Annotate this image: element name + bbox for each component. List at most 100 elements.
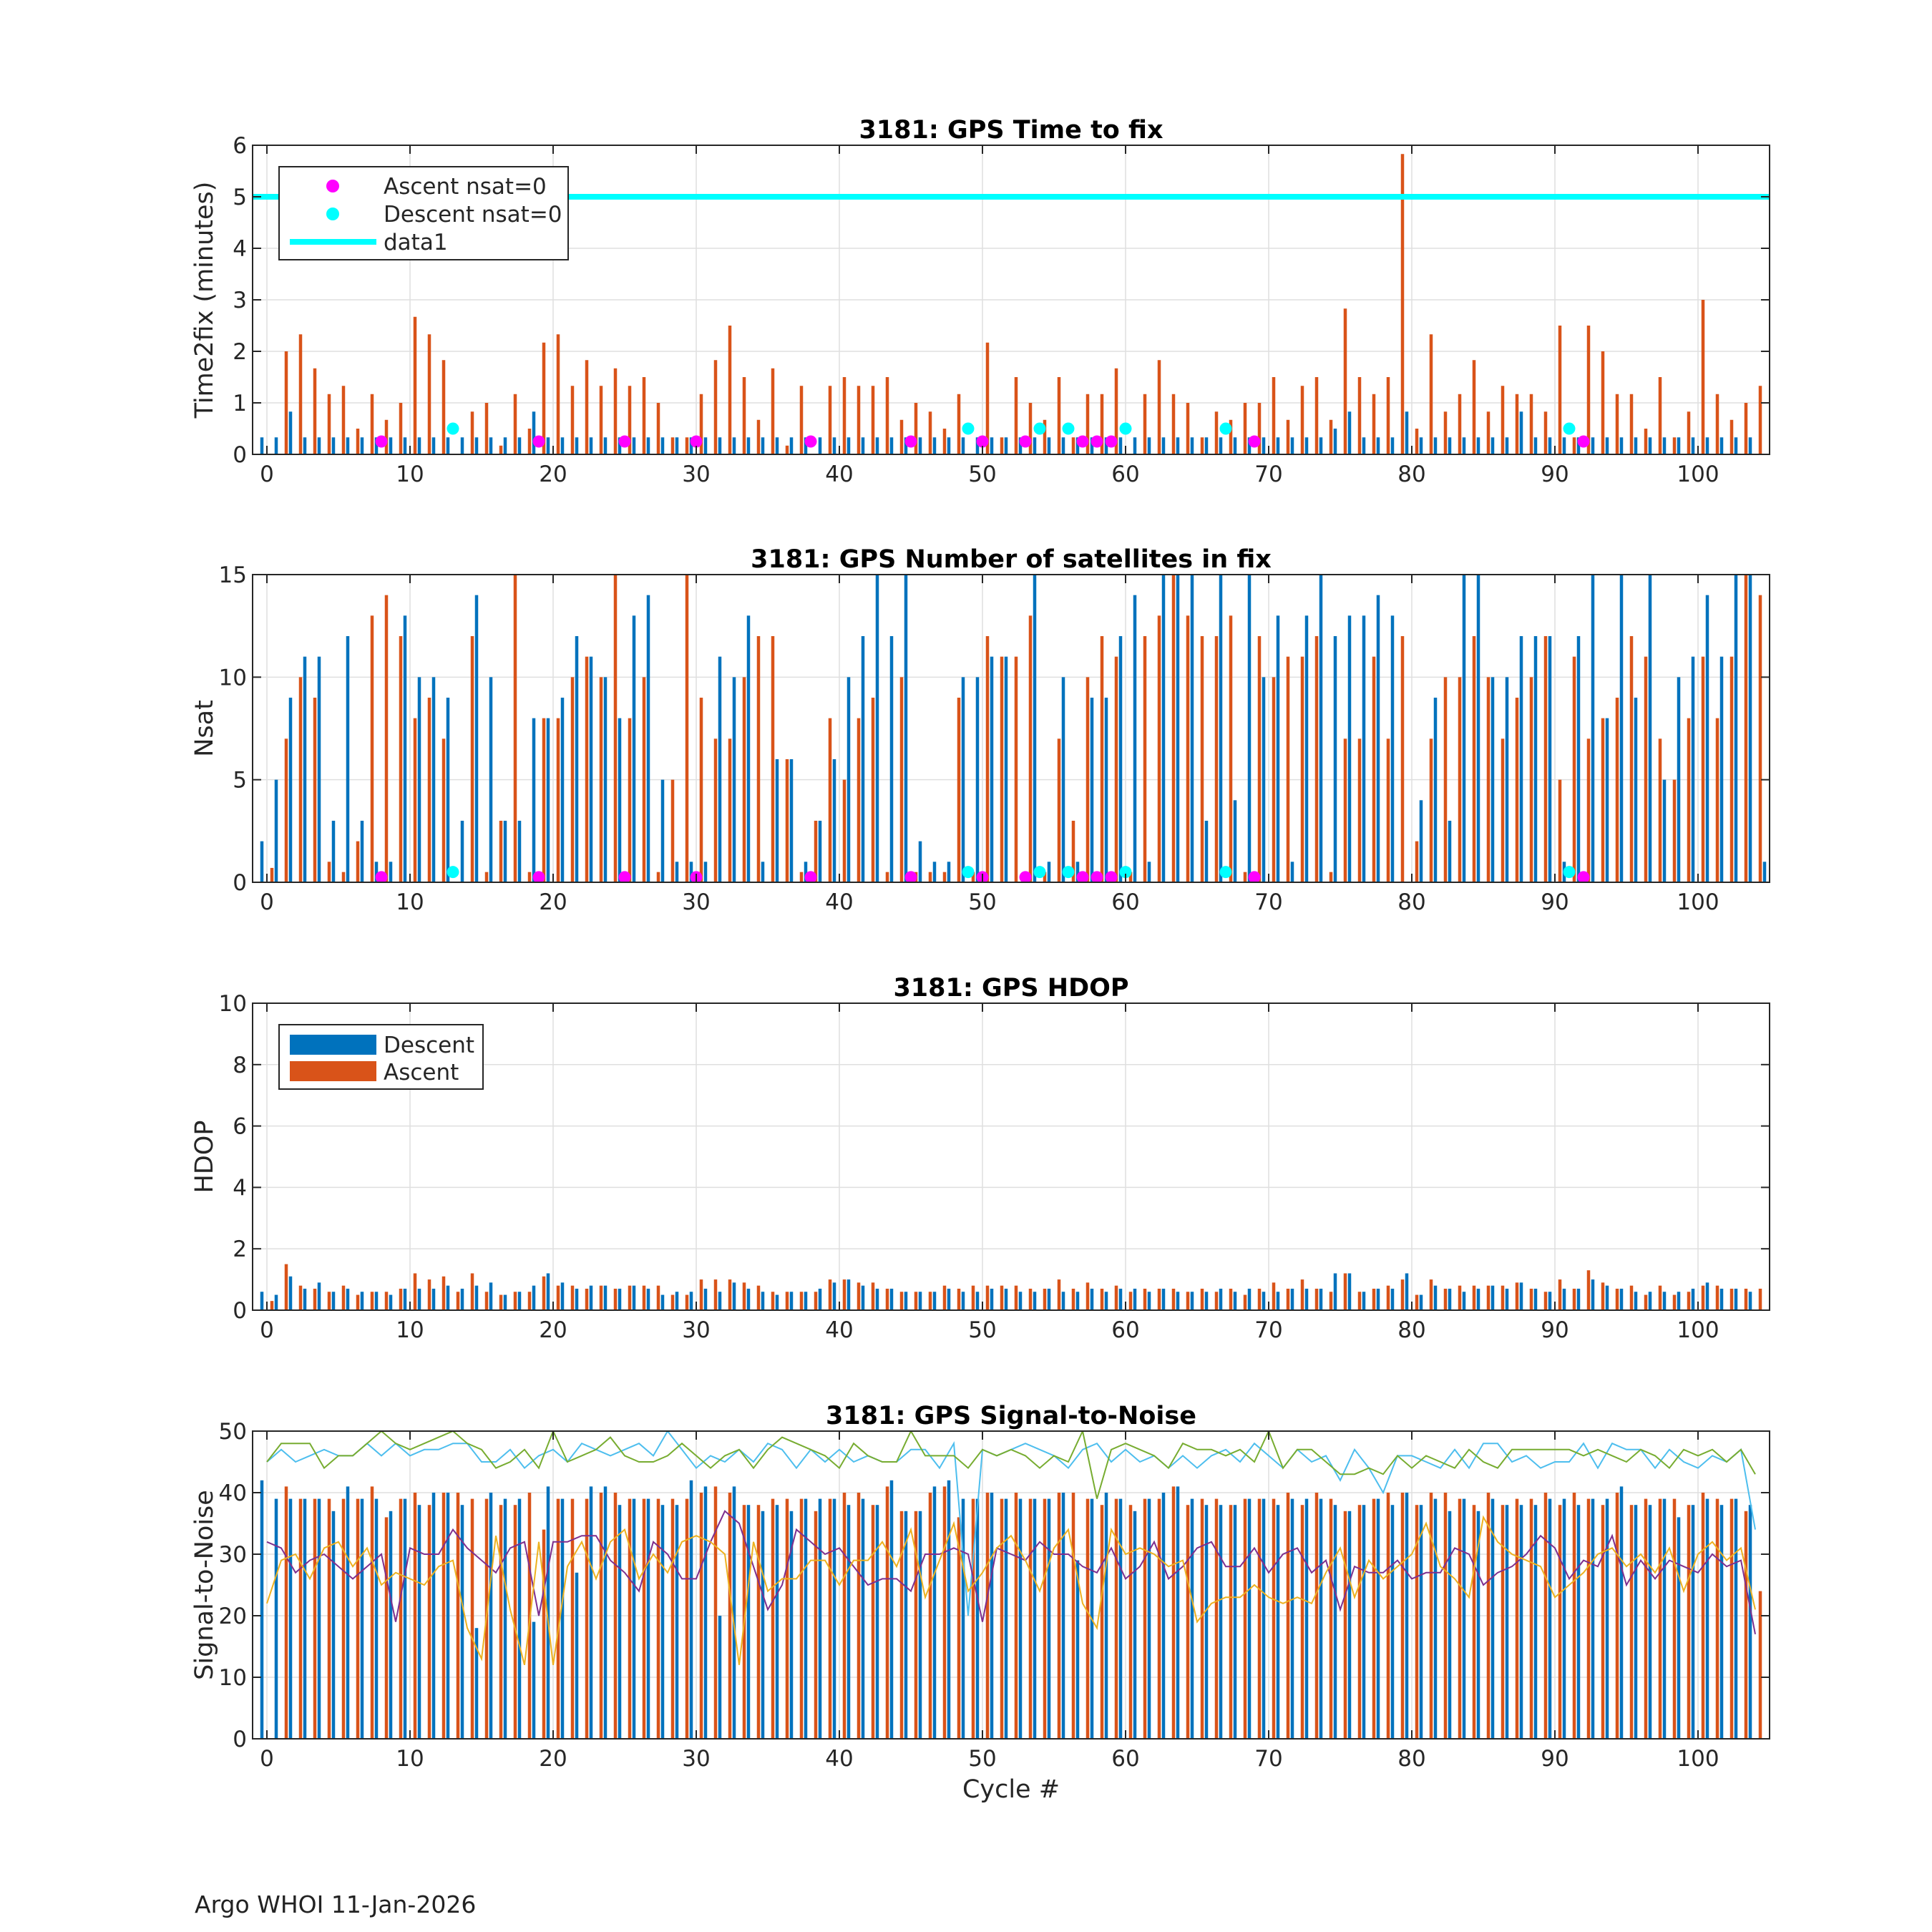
x-tick-label: 50 <box>968 1746 996 1772</box>
ascent-bar <box>742 677 746 882</box>
descent-bar <box>1118 636 1123 882</box>
descent-bar <box>918 437 922 454</box>
descent-bar <box>517 1498 522 1739</box>
ascent-bar <box>1329 872 1333 882</box>
ascent-bar <box>1014 1493 1018 1739</box>
ascent-bar <box>1672 1294 1677 1310</box>
descent-bar <box>646 1498 650 1739</box>
ascent-bar <box>1043 1498 1047 1739</box>
descent-bar <box>761 862 765 882</box>
descent-bar <box>1033 1292 1037 1310</box>
descent-bar <box>660 1294 665 1310</box>
ascent-bar <box>298 334 303 454</box>
descent-bar <box>1304 615 1309 882</box>
ascent-nsat0-marker <box>1091 435 1103 448</box>
descent-bar <box>832 437 836 454</box>
descent-bar <box>1619 1486 1624 1739</box>
descent-bar <box>460 1505 464 1739</box>
descent-bar <box>1090 698 1094 882</box>
ascent-bar <box>1729 1288 1734 1310</box>
descent-bar <box>1462 575 1466 882</box>
ascent-bar <box>1128 872 1133 882</box>
descent-bar <box>1548 636 1552 882</box>
ascent-bar <box>284 1486 288 1739</box>
ascent-bar <box>556 1498 560 1739</box>
ascent-bar <box>1443 1493 1448 1739</box>
descent-bar <box>961 677 965 882</box>
ascent-bar <box>1572 656 1576 882</box>
ascent-bar <box>1400 1493 1405 1739</box>
descent-bar <box>431 437 436 454</box>
footer-text: Argo WHOI 11-Jan-2026 <box>195 1890 477 1918</box>
descent-bar <box>517 821 522 882</box>
ascent-bar <box>899 1292 904 1310</box>
ascent-bar <box>441 360 446 454</box>
ascent-bar <box>413 316 417 454</box>
ascent-bar <box>1014 1285 1018 1310</box>
descent-bar <box>589 656 593 882</box>
ascent-bar <box>1057 377 1061 454</box>
ascent-bar <box>1186 403 1190 454</box>
y-tick-label: 10 <box>219 1665 247 1691</box>
descent-bar <box>1634 1292 1638 1310</box>
ascent-bar <box>341 872 346 882</box>
descent-bar <box>517 1292 522 1310</box>
descent-bar <box>1247 1288 1252 1310</box>
x-tick-label: 60 <box>1111 1746 1139 1772</box>
descent-bar <box>847 677 851 882</box>
descent-bar <box>603 1486 608 1739</box>
ascent-bar <box>1057 1493 1061 1739</box>
descent-bar <box>1448 821 1452 882</box>
descent-bar <box>904 575 908 882</box>
descent-bar <box>1505 1505 1509 1739</box>
ascent-bar <box>1615 698 1619 882</box>
descent-bar <box>775 437 779 454</box>
ascent-bar <box>670 437 675 454</box>
descent-bar <box>1476 575 1480 882</box>
descent-bar <box>1219 1505 1223 1739</box>
ascent-bar <box>1629 1285 1634 1310</box>
descent-bar <box>847 437 851 454</box>
descent-bar <box>1190 575 1194 882</box>
descent-bar <box>260 1292 264 1310</box>
ascent-bar <box>1243 1294 1247 1310</box>
descent-bar <box>1376 1288 1380 1310</box>
ascent-bar <box>1000 656 1004 882</box>
descent-bar <box>1376 595 1380 882</box>
y-tick-label: 10 <box>219 991 247 1017</box>
descent-bar <box>1405 411 1409 454</box>
ascent-bar <box>1214 1292 1219 1310</box>
descent-bar <box>660 437 665 454</box>
descent-bar <box>346 1486 350 1739</box>
ascent-bar <box>1357 1505 1362 1739</box>
y-tick-label: 0 <box>233 870 247 896</box>
ascent-bar <box>399 636 403 882</box>
descent-bar <box>1004 1498 1008 1739</box>
descent-bar <box>990 1288 994 1310</box>
x-tick-label: 60 <box>1111 462 1139 487</box>
x-tick-label: 80 <box>1397 462 1425 487</box>
descent-bar <box>632 1498 636 1739</box>
descent-bar <box>861 1498 865 1739</box>
ascent-bar <box>871 698 875 882</box>
x-tick-label: 90 <box>1541 462 1568 487</box>
descent-bar <box>575 1288 579 1310</box>
ascent-bar <box>1744 1511 1748 1739</box>
ascent-bar <box>1429 738 1433 882</box>
x-tick-label: 80 <box>1397 889 1425 915</box>
ascent-bar <box>713 1279 718 1310</box>
ascent-bar <box>1543 1493 1548 1739</box>
descent-bar <box>904 1511 908 1739</box>
ascent-bar <box>413 718 417 882</box>
descent-bar <box>1433 437 1438 454</box>
ascent-bar <box>628 1285 632 1310</box>
descent-bar <box>932 1292 937 1310</box>
descent-bar <box>360 437 364 454</box>
ascent-bar <box>1043 872 1047 882</box>
ascent-bar <box>1515 1498 1519 1739</box>
descent-bar <box>1591 1279 1595 1310</box>
ascent-bar <box>585 1288 589 1310</box>
descent-nsat0-marker <box>1062 422 1075 435</box>
descent-bar <box>1748 575 1752 882</box>
descent-bar <box>1734 575 1738 882</box>
